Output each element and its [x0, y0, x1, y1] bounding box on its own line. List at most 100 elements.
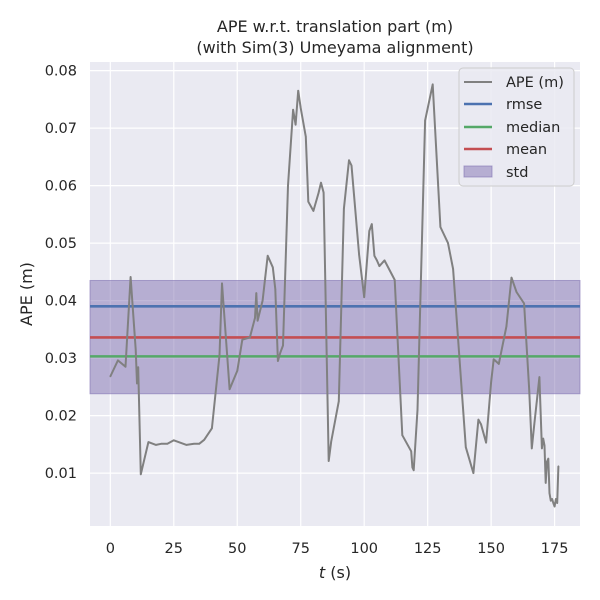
ape-data-point — [536, 400, 538, 403]
ape-data-point — [464, 446, 467, 449]
ape-data-point — [523, 302, 525, 305]
y-axis-ticks: 0.01 0.02 0.03 0.04 0.05 0.06 0.07 0.08 — [45, 64, 77, 482]
ape-data-point — [134, 348, 137, 351]
ape-data-point — [198, 442, 200, 445]
ape-data-point — [294, 123, 297, 126]
x-axis-label-symbol: t — [319, 563, 326, 582]
ape-data-point — [492, 358, 495, 361]
legend-mean-label: mean — [506, 142, 547, 158]
ape-data-point — [193, 442, 195, 445]
ape-data-point — [515, 291, 518, 293]
ape-data-point — [411, 466, 414, 469]
ape-data-point — [350, 164, 353, 167]
ape-data-point — [547, 457, 550, 460]
ape-data-point — [383, 259, 386, 262]
ape-data-point — [117, 359, 119, 362]
ape-data-point — [510, 276, 513, 279]
ape-data-point — [557, 465, 560, 468]
ape-data-point — [185, 444, 188, 446]
ape-data-point — [530, 447, 533, 450]
ape-data-point — [147, 441, 150, 443]
ape-data-point — [551, 498, 553, 500]
ape-data-point — [358, 253, 360, 256]
ape-data-point — [439, 226, 442, 228]
ape-data-point — [136, 382, 138, 385]
chart-title-line-1: APE w.r.t. translation part (m) — [217, 17, 453, 36]
ape-data-point — [378, 265, 381, 267]
x-axis-ticks: 0 25 50 75 100 125 150 175 — [106, 541, 569, 557]
ape-data-point — [477, 418, 480, 421]
ape-data-points — [109, 83, 560, 508]
legend-ape-label: APE (m) — [506, 75, 564, 91]
ape-data-point — [497, 363, 500, 365]
x-axis-label: t (s) — [319, 563, 351, 582]
ape-data-point — [274, 288, 277, 290]
ape-data-point — [424, 119, 426, 122]
ape-data-point — [305, 135, 307, 138]
x-tick-label: 75 — [291, 541, 309, 557]
ape-data-point — [299, 107, 302, 109]
ape-data-point — [166, 442, 169, 445]
ape-data-point — [447, 242, 449, 244]
ape-data-point — [393, 279, 396, 281]
ape-data-point — [538, 376, 541, 378]
ape-data-point — [211, 427, 213, 430]
ape-data-point — [228, 388, 231, 390]
ape-data-point — [297, 89, 299, 92]
y-tick-label: 0.07 — [45, 121, 77, 137]
legend-box — [458, 67, 575, 187]
legend-rmse-label: rmse — [506, 97, 542, 113]
ape-series-line — [109, 83, 560, 508]
ape-data-point — [348, 159, 350, 162]
ape-data-point — [160, 442, 162, 445]
ape-data-point — [137, 366, 140, 369]
ape-data-point — [373, 254, 376, 257]
legend-std-swatch — [463, 165, 493, 178]
legend: APE (m) rmse median mean std — [458, 67, 575, 187]
ape-data-point — [317, 192, 320, 194]
ape-data-point — [505, 325, 508, 328]
ape-data-point — [155, 444, 157, 446]
y-tick-label: 0.04 — [45, 294, 77, 310]
x-tick-label: 100 — [350, 541, 378, 557]
legend-std-label: std — [506, 165, 528, 181]
ape-data-point — [541, 447, 543, 450]
ape-data-point — [139, 473, 142, 476]
ape-data-point — [172, 439, 175, 442]
ape-data-point — [533, 423, 536, 426]
ape-data-point — [271, 266, 274, 269]
ape-data-point — [480, 423, 482, 426]
y-tick-label: 0.06 — [45, 179, 77, 195]
ape-data-point — [277, 360, 279, 362]
ape-data-point — [255, 292, 258, 294]
y-tick-label: 0.01 — [45, 466, 77, 482]
ape-data-point — [256, 319, 259, 322]
ape-data-point — [376, 259, 378, 262]
ape-data-point — [264, 276, 266, 279]
ape-data-point — [410, 450, 412, 453]
ape-data-point — [307, 200, 310, 203]
ape-data-point — [490, 381, 492, 384]
chart-title-line-2: (with Sim(3) Umeyama alignment) — [196, 38, 473, 57]
ape-data-point — [528, 388, 531, 391]
ape-data-point — [556, 502, 558, 504]
y-tick-label: 0.03 — [45, 351, 77, 367]
chart-title: APE w.r.t. translation part (m) (with Si… — [196, 17, 473, 57]
ape-data-point — [416, 409, 419, 411]
x-tick-label: 25 — [165, 541, 183, 557]
x-tick-label: 0 — [106, 541, 115, 557]
y-tick-label: 0.02 — [45, 409, 77, 425]
ape-data-point — [371, 223, 373, 225]
ape-data-point — [320, 181, 322, 184]
y-tick-label: 0.08 — [45, 64, 77, 80]
ape-data-point — [241, 338, 244, 341]
ape-data-point — [129, 276, 132, 278]
ape-data-point — [279, 351, 282, 354]
ape-data-point — [553, 505, 556, 508]
ape-data-point — [266, 254, 269, 257]
ape-data-point — [363, 296, 365, 298]
x-tick-label: 150 — [477, 541, 505, 557]
ape-data-point — [254, 317, 256, 319]
ape-data-point — [548, 492, 551, 495]
